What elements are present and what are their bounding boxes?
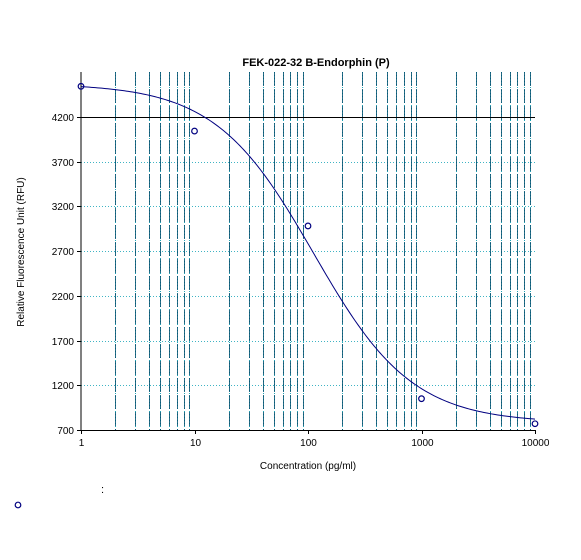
data-point (191, 127, 198, 135)
y-tick-label: 4200 (52, 113, 75, 124)
chart-title: FEK-022-32 B-Endorphin (P) (242, 57, 390, 69)
fit-curve-layer (80, 86, 536, 420)
x-tick-label: 10 (190, 438, 202, 449)
y-tick-label: 1700 (52, 337, 75, 348)
data-point (531, 420, 539, 428)
x-tick-label: 10000 (522, 438, 550, 449)
y-tick-label: 3700 (52, 158, 75, 169)
y-tick-label: 700 (57, 426, 74, 437)
data-point (304, 222, 312, 230)
tick-labels: 700 1200 1700 2200 2700 3200 3700 4200 1 10 100 100… (52, 113, 550, 449)
fit-curve (80, 86, 536, 420)
data-points (77, 82, 539, 428)
y-axis-label: Relative Fluorescence Unit (RFU) (16, 177, 27, 327)
legend-marker-icon (14, 501, 22, 509)
legend-text: : (101, 484, 105, 496)
x-axis-label: Concentration (pg/ml) (260, 461, 356, 472)
x-tick-label: 1 (79, 438, 85, 449)
data-point (418, 395, 425, 403)
x-tick-label: 1000 (411, 438, 434, 449)
y-tick-label: 1200 (52, 381, 75, 392)
grid-lines (81, 72, 535, 430)
y-tick-label: 2200 (52, 292, 75, 303)
y-tick-label: 2700 (52, 247, 75, 258)
axes (77, 72, 536, 434)
data-point (77, 82, 85, 90)
x-tick-label: 100 (300, 438, 317, 449)
y-tick-label: 3200 (52, 202, 75, 213)
